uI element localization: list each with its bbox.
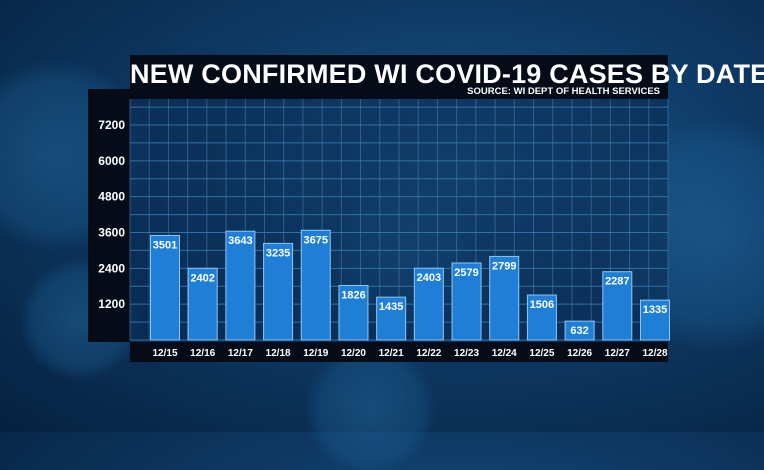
y-tick-label: 3600 xyxy=(98,226,125,240)
x-tick-label: 12/23 xyxy=(454,348,479,359)
bar-value-label: 1435 xyxy=(379,301,403,313)
y-tick-label: 4800 xyxy=(98,190,125,204)
bars: 3501 2402 3643 3235 3675 1826 1435 2403 2579 2799… xyxy=(150,229,670,341)
x-tick-label: 12/26 xyxy=(567,348,592,359)
y-tick-label: 7200 xyxy=(98,118,125,132)
bar xyxy=(263,242,294,341)
bar xyxy=(150,234,180,341)
y-tick-label: 6000 xyxy=(98,154,125,168)
bar-value-label: 1506 xyxy=(530,299,554,311)
bar-value-label: 1335 xyxy=(643,304,667,316)
bar xyxy=(602,271,633,341)
chart-source: SOURCE: WI DEPT OF HEALTH SERVICES xyxy=(467,86,660,97)
bar xyxy=(489,255,520,341)
bar-value-label: 2799 xyxy=(492,260,516,272)
bar xyxy=(376,296,407,341)
x-axis-panel xyxy=(130,342,668,362)
x-tick-label: 12/17 xyxy=(228,348,253,359)
x-tick-label: 12/18 xyxy=(266,348,291,359)
chart-title: NEW CONFIRMED WI COVID-19 CASES BY DATE xyxy=(130,59,764,89)
y-axis-panel xyxy=(88,89,130,342)
x-tick-label: 12/25 xyxy=(529,348,554,359)
x-tick-label: 12/16 xyxy=(190,348,215,359)
bar-chart: 1200 2400 3600 4800 6000 7200 3501 2402 3643 323… xyxy=(98,99,670,359)
x-tick-label: 12/27 xyxy=(605,348,630,359)
x-tick-label: 12/24 xyxy=(492,348,517,359)
bar xyxy=(640,299,670,341)
y-tick-labels: 1200 2400 3600 4800 6000 7200 xyxy=(98,118,125,311)
bar-value-label: 2402 xyxy=(190,272,214,284)
bar xyxy=(300,229,331,341)
bar-value-label: 3675 xyxy=(304,234,328,246)
bar-value-label: 2287 xyxy=(605,276,629,288)
bar-value-label: 2403 xyxy=(417,272,441,284)
y-tick-label: 2400 xyxy=(98,261,125,275)
x-tick-label: 12/28 xyxy=(642,348,667,359)
bar-value-label: 632 xyxy=(570,325,588,337)
bar xyxy=(338,284,369,341)
bar xyxy=(526,294,557,341)
bar xyxy=(413,267,444,341)
bar xyxy=(564,320,595,341)
x-tick-label: 12/15 xyxy=(152,348,177,359)
bar-value-label: 3235 xyxy=(266,247,290,259)
bar-value-label: 3501 xyxy=(153,239,177,251)
bar-value-label: 2579 xyxy=(454,267,478,279)
bar xyxy=(187,267,218,341)
x-tick-label: 12/21 xyxy=(379,348,404,359)
x-tick-label: 12/22 xyxy=(416,348,441,359)
y-tick-label: 1200 xyxy=(98,297,125,311)
title-bar: NEW CONFIRMED WI COVID-19 CASES BY DATE … xyxy=(130,55,764,99)
bar xyxy=(451,262,482,341)
bar-value-label: 3643 xyxy=(228,235,252,247)
bar-value-label: 1826 xyxy=(341,289,365,301)
x-tick-label: 12/20 xyxy=(341,348,366,359)
x-tick-labels: 12/15 12/16 12/17 12/18 12/19 12/20 12/21 12/22… xyxy=(152,348,667,359)
bar xyxy=(225,230,256,341)
x-tick-label: 12/19 xyxy=(303,348,328,359)
